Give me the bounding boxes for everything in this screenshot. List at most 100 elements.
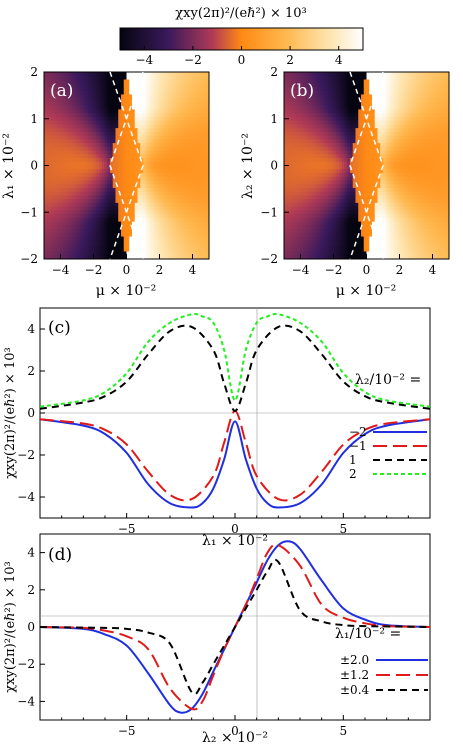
heatmap-cell bbox=[99, 72, 102, 76]
heatmap-cell bbox=[345, 91, 348, 95]
heatmap-cell bbox=[61, 117, 64, 121]
heatmap-cell bbox=[173, 76, 176, 80]
heatmap-cell bbox=[105, 79, 108, 83]
heatmap-cell bbox=[176, 143, 179, 147]
heatmap-cell bbox=[173, 192, 176, 196]
heatmap-cell bbox=[127, 166, 130, 170]
heatmap-cell bbox=[195, 173, 198, 177]
heatmap-cell bbox=[85, 237, 88, 241]
heatmap-cell bbox=[295, 184, 298, 188]
heatmap-cell bbox=[198, 124, 201, 128]
heatmap-cell bbox=[287, 151, 290, 155]
heatmap-cell bbox=[151, 252, 154, 256]
heatmap-cell bbox=[74, 139, 77, 143]
heatmap-cell bbox=[364, 143, 367, 147]
heatmap-cell bbox=[301, 240, 304, 244]
heatmap-cell bbox=[146, 158, 149, 162]
heatmap-cell bbox=[132, 240, 135, 244]
heatmap-cell bbox=[132, 79, 135, 83]
heatmap-cell bbox=[312, 188, 315, 192]
heatmap-cell bbox=[151, 210, 154, 214]
heatmap-cell bbox=[74, 173, 77, 177]
heatmap-cell bbox=[184, 184, 187, 188]
heatmap-cell bbox=[80, 233, 83, 237]
heatmap-cell bbox=[55, 136, 58, 140]
heatmap-cell bbox=[187, 207, 190, 211]
heatmap-cell bbox=[143, 248, 146, 252]
heatmap-cell bbox=[99, 139, 102, 143]
heatmap-cell bbox=[353, 229, 356, 233]
heatmap-cell bbox=[160, 106, 163, 110]
heatmap-cell bbox=[135, 188, 138, 192]
heatmap-cell bbox=[151, 192, 154, 196]
heatmap-cell bbox=[198, 199, 201, 203]
heatmap-cell bbox=[290, 147, 293, 151]
heatmap-cell bbox=[358, 252, 361, 256]
heatmap-cell bbox=[146, 154, 149, 158]
heatmap-cell bbox=[386, 184, 389, 188]
heatmap-cell bbox=[372, 244, 375, 248]
heatmap-cell bbox=[342, 173, 345, 177]
heatmap-cell bbox=[80, 229, 83, 233]
heatmap-cell bbox=[171, 248, 174, 252]
heatmap-cell bbox=[303, 225, 306, 229]
heatmap-cell bbox=[99, 83, 102, 87]
heatmap-cell bbox=[336, 244, 339, 248]
heatmap-cell bbox=[66, 192, 69, 196]
heatmap-cell bbox=[124, 158, 127, 162]
heatmap-cell bbox=[124, 83, 127, 87]
heatmap-cell bbox=[80, 83, 83, 87]
heatmap-cell bbox=[94, 113, 97, 117]
heatmap-cell bbox=[301, 210, 304, 214]
heatmap-cell bbox=[151, 229, 154, 233]
heatmap-cell bbox=[171, 136, 174, 140]
heatmap-cell bbox=[383, 233, 386, 237]
heatmap-cell bbox=[295, 132, 298, 136]
heatmap-cell bbox=[182, 244, 185, 248]
heatmap-cell bbox=[124, 184, 127, 188]
heatmap-cell bbox=[94, 102, 97, 106]
heatmap-cell bbox=[91, 79, 94, 83]
heatmap-cell bbox=[325, 147, 328, 151]
heatmap-cell bbox=[146, 113, 149, 117]
heatmap-cell bbox=[118, 244, 121, 248]
heatmap-cell bbox=[375, 132, 378, 136]
heatmap-cell bbox=[198, 233, 201, 237]
heatmap-cell bbox=[52, 143, 55, 147]
heatmap-cell bbox=[162, 128, 165, 132]
heatmap-cell bbox=[320, 106, 323, 110]
heatmap-cell bbox=[190, 166, 193, 170]
heatmap-cell bbox=[77, 76, 80, 80]
heatmap-cell bbox=[83, 91, 86, 95]
heatmap-cell bbox=[168, 151, 171, 155]
heatmap-cell bbox=[50, 218, 53, 222]
heatmap-cell bbox=[320, 218, 323, 222]
heatmap-cell bbox=[173, 218, 176, 222]
heatmap-cell bbox=[85, 83, 88, 87]
heatmap-cell bbox=[364, 244, 367, 248]
heatmap-cell bbox=[339, 252, 342, 256]
heatmap-cell bbox=[204, 188, 207, 192]
heatmap-cell bbox=[339, 98, 342, 102]
heatmap-cell bbox=[113, 192, 116, 196]
heatmap-cell bbox=[52, 102, 55, 106]
heatmap-cell bbox=[151, 72, 154, 76]
heatmap-cell bbox=[58, 132, 61, 136]
heatmap-cell bbox=[129, 79, 132, 83]
heatmap-cell bbox=[50, 180, 53, 184]
heatmap-cell bbox=[69, 229, 72, 233]
heatmap-cell bbox=[312, 169, 315, 173]
heatmap-cell bbox=[334, 128, 337, 132]
heatmap-cell bbox=[314, 180, 317, 184]
heatmap-cell bbox=[372, 173, 375, 177]
heatmap-cell bbox=[353, 203, 356, 207]
heatmap-cell bbox=[151, 136, 154, 140]
heatmap-cell bbox=[193, 98, 196, 102]
heatmap-cell bbox=[331, 222, 334, 226]
heatmap-cell bbox=[118, 184, 121, 188]
heatmap-cell bbox=[99, 199, 102, 203]
heatmap-cell bbox=[314, 83, 317, 87]
heatmap-cell bbox=[74, 192, 77, 196]
heatmap-cell bbox=[369, 177, 372, 181]
heatmap-cell bbox=[325, 136, 328, 140]
